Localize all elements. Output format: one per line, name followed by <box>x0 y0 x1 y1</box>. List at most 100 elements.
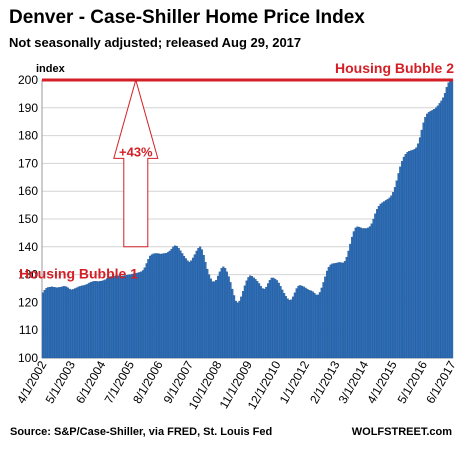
bar <box>97 281 100 359</box>
source-note: Source: S&P/Case-Shiller, via FRED, St. … <box>10 426 272 438</box>
bar <box>81 285 84 359</box>
bar <box>154 253 157 359</box>
bar <box>254 279 257 359</box>
bar <box>125 275 128 359</box>
bar <box>426 113 429 359</box>
bar <box>274 278 277 359</box>
bar <box>443 93 447 359</box>
bar <box>372 218 375 359</box>
bar <box>104 279 107 359</box>
bar <box>236 302 239 359</box>
chart-title: Denver - Case-Shiller Home Price Index <box>9 7 365 28</box>
bar <box>190 260 193 359</box>
bar <box>188 261 191 359</box>
bar <box>84 284 87 359</box>
bar <box>132 273 136 359</box>
bar <box>184 258 187 359</box>
bar <box>165 253 168 359</box>
bar <box>157 253 161 359</box>
bar <box>449 80 452 359</box>
bar <box>149 255 152 359</box>
bar <box>227 276 230 359</box>
bar <box>86 283 89 359</box>
bar <box>234 300 237 359</box>
bar <box>68 288 71 359</box>
bar <box>245 280 248 359</box>
bar <box>225 271 228 359</box>
bar <box>49 286 52 359</box>
bar <box>299 285 302 359</box>
bar <box>206 268 209 359</box>
bar <box>77 286 80 359</box>
bar <box>300 285 304 359</box>
bar <box>63 286 66 359</box>
bar <box>143 267 146 359</box>
bar <box>111 276 114 359</box>
bar <box>422 122 425 359</box>
bar <box>240 296 243 359</box>
bar <box>309 290 312 359</box>
bar <box>318 292 321 359</box>
reference-line-label: Housing Bubble 2 <box>335 60 454 76</box>
bar <box>427 112 430 359</box>
bar <box>59 286 62 359</box>
bar <box>100 280 103 359</box>
bar <box>292 296 295 359</box>
y-tick-label: 120 <box>18 295 38 309</box>
bar <box>451 79 454 359</box>
bar <box>290 299 293 359</box>
y-axis-label: index <box>36 63 66 75</box>
bar <box>106 278 109 359</box>
bar <box>383 201 386 359</box>
bar <box>265 286 268 359</box>
bar <box>436 105 439 359</box>
bar <box>152 253 155 359</box>
bar <box>41 292 44 359</box>
bar <box>197 248 200 359</box>
y-tick-label: 170 <box>18 156 38 170</box>
bar <box>356 226 359 359</box>
chart-subtitle: Not seasonally adjusted; released Aug 29… <box>9 35 301 50</box>
bar <box>241 291 245 359</box>
bar <box>259 286 262 359</box>
bar <box>277 282 280 359</box>
y-tick-label: 160 <box>18 184 38 198</box>
bar <box>418 137 421 359</box>
bar <box>402 156 405 359</box>
bar <box>283 293 286 359</box>
bar <box>302 286 305 359</box>
bar <box>124 275 127 359</box>
bar <box>45 288 48 359</box>
bar <box>358 226 361 359</box>
bar <box>118 275 121 359</box>
bar <box>393 187 396 359</box>
bar <box>281 289 284 359</box>
bar <box>331 263 334 359</box>
bar <box>138 272 141 359</box>
bar <box>352 231 355 359</box>
bar <box>404 154 407 359</box>
bar <box>313 293 316 359</box>
bar <box>295 288 298 359</box>
bar <box>56 287 59 359</box>
bar <box>338 262 341 359</box>
bar <box>379 203 382 359</box>
bar <box>365 228 368 359</box>
bar <box>120 275 123 359</box>
bar <box>275 280 279 359</box>
bar <box>127 274 130 359</box>
bar <box>325 270 329 359</box>
bar <box>350 236 354 359</box>
bar <box>347 250 350 359</box>
bar <box>175 246 178 359</box>
bar <box>381 202 384 359</box>
bar <box>261 288 264 359</box>
bar <box>336 262 339 359</box>
bar <box>209 278 212 359</box>
bubble-1-label: Housing Bubble 1 <box>19 266 138 282</box>
bar <box>445 87 448 359</box>
bar <box>342 262 345 359</box>
increase-arrow <box>113 78 159 248</box>
bar <box>440 100 443 359</box>
bar <box>52 286 55 359</box>
